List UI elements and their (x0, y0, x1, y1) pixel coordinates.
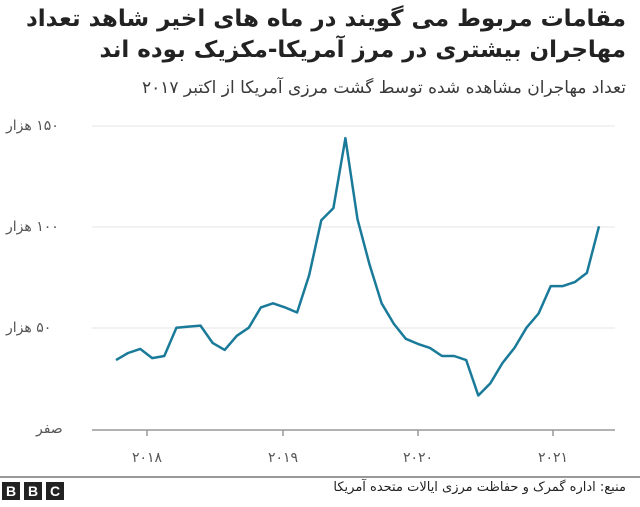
y-tick-label-zero: صفر (36, 421, 63, 437)
bbc-logo: B B C (2, 482, 64, 500)
bbc-logo-letter: C (46, 482, 64, 500)
x-tick-label-2020: ۲۰۲۰ (402, 450, 434, 466)
x-tick-label-2018: ۲۰۱۸ (131, 450, 163, 466)
source-note: منبع: اداره گمرک و حفاظت مرزی ایالات متح… (333, 480, 626, 495)
line-chart (92, 125, 615, 436)
y-tick-label-50k: ۵۰ هزار (6, 320, 52, 336)
x-tick-label-2021: ۲۰۲۱ (537, 450, 569, 466)
bbc-logo-letter: B (24, 482, 42, 500)
chart-title: مقامات مربوط می گویند در ماه های اخیر شا… (26, 6, 626, 63)
series-line (115, 136, 601, 397)
x-axis (92, 429, 615, 436)
y-tick-label-150k: ۱۵۰ هزار (6, 118, 59, 134)
chart-subtitle: تعداد مهاجران مشاهده شده توسط گشت مرزی آ… (141, 78, 626, 98)
bbc-logo-letter: B (2, 482, 20, 500)
x-tick-label-2019: ۲۰۱۹ (267, 450, 299, 466)
footer-divider (0, 476, 640, 478)
y-tick-label-100k: ۱۰۰ هزار (6, 219, 59, 235)
gridlines (92, 125, 615, 329)
